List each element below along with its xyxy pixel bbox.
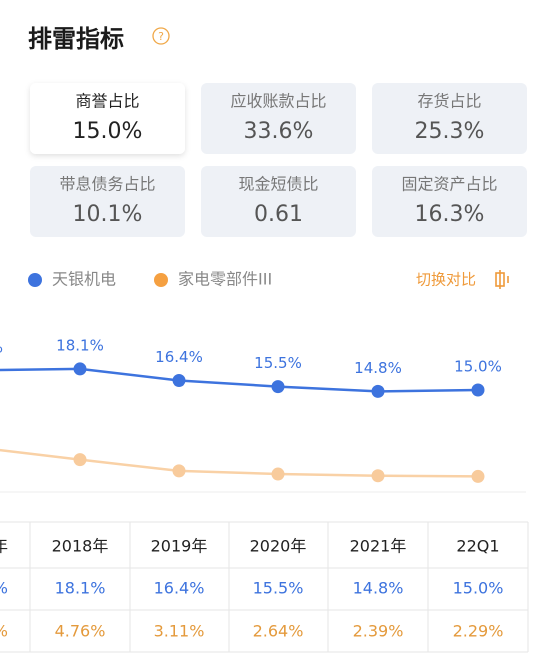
card-label: 存货占比 xyxy=(417,92,481,111)
legend-label: 天银机电 xyxy=(52,270,116,289)
data-label-clipped: % xyxy=(0,339,3,357)
card[interactable]: 存货占比 25.3% xyxy=(372,83,527,154)
toggle-text: 切换对比 xyxy=(416,271,476,289)
card-label: 带息债务占比 xyxy=(59,175,155,194)
data-point xyxy=(371,469,385,483)
data-label: 14.8% xyxy=(354,359,402,377)
card-value: 25.3% xyxy=(415,119,485,144)
card-value: 0.61 xyxy=(254,202,303,227)
table-header: 2020年 xyxy=(250,537,307,556)
legend: 天银机电 家电零部件III xyxy=(28,270,272,289)
card[interactable]: 应收账款占比 33.6% xyxy=(201,83,356,154)
table-cell: 14.8% xyxy=(353,579,404,598)
data-point xyxy=(172,464,186,478)
card[interactable]: 固定资产占比 16.3% xyxy=(372,166,527,237)
cards: 商誉占比 15.0% 应收账款占比 33.6% 存货占比 25.3% 带息债务占比 10.1%… xyxy=(30,83,527,237)
card-label: 固定资产占比 xyxy=(401,175,497,194)
table-cell: 15.0% xyxy=(453,579,504,598)
data-point xyxy=(172,373,186,387)
card-label: 现金短债比 xyxy=(238,175,318,194)
data-point xyxy=(471,383,485,397)
legend-dot xyxy=(154,273,168,287)
card-label: 应收账款占比 xyxy=(230,92,326,111)
card-value: 33.6% xyxy=(244,119,314,144)
data-point xyxy=(73,362,87,376)
data-point xyxy=(271,467,285,481)
legend-dot xyxy=(28,273,42,287)
table-header: 2021年 xyxy=(350,537,407,556)
table-header: 年 xyxy=(0,537,8,556)
card-label: 商誉占比 xyxy=(75,92,139,111)
data-label: 16.4% xyxy=(155,348,203,366)
data-point xyxy=(271,380,285,394)
help-icon[interactable] xyxy=(152,27,170,45)
card[interactable]: 商誉占比 15.0% xyxy=(30,83,185,154)
table-cell: 4.76% xyxy=(55,622,106,641)
table-cell: 3.11% xyxy=(154,622,205,641)
card-value: 10.1% xyxy=(73,202,143,227)
table-header: 2019年 xyxy=(151,537,208,556)
data-point xyxy=(73,453,87,467)
card-bg xyxy=(372,83,527,154)
card[interactable]: 现金短债比 0.61 xyxy=(201,166,356,237)
table-header: 2018年 xyxy=(52,537,109,556)
table: 年 2018年 2019年 2020年 2021年 22Q1% 18.1% 16.4% 15.5… xyxy=(0,521,529,653)
table-cell: % xyxy=(0,579,8,598)
table-cell: % xyxy=(0,622,8,641)
data-point xyxy=(471,469,485,483)
table-cell: 16.4% xyxy=(154,579,205,598)
legend-label: 家电零部件III xyxy=(178,270,272,289)
table-cell: 2.64% xyxy=(253,622,304,641)
table-header: 22Q1 xyxy=(456,537,499,556)
table-cell: 2.29% xyxy=(453,622,504,641)
help-text: ? xyxy=(158,30,164,43)
series-line xyxy=(0,367,479,393)
table-cell: 2.39% xyxy=(353,622,404,641)
table-cell: 18.1% xyxy=(55,579,106,598)
data-label: 18.1% xyxy=(56,336,104,354)
card-bg xyxy=(201,83,356,154)
card-bg xyxy=(30,166,185,237)
plot: 18.1% 16.4% 15.5% 14.8% 15.0%% xyxy=(0,336,502,483)
series-line xyxy=(0,448,479,478)
card-value: 16.3% xyxy=(415,202,485,227)
card-bg xyxy=(201,166,356,237)
card-bg xyxy=(30,83,185,154)
table-cell: 15.5% xyxy=(253,579,304,598)
data-point xyxy=(371,384,385,398)
card-bg xyxy=(372,166,527,237)
data-label: 15.0% xyxy=(454,358,502,376)
card[interactable]: 带息债务占比 10.1% xyxy=(30,166,185,237)
card-value: 15.0% xyxy=(73,119,143,144)
data-label: 15.5% xyxy=(254,354,302,372)
toggle[interactable]: 切换对比 xyxy=(416,270,509,289)
title: 排雷指标 xyxy=(28,25,124,53)
